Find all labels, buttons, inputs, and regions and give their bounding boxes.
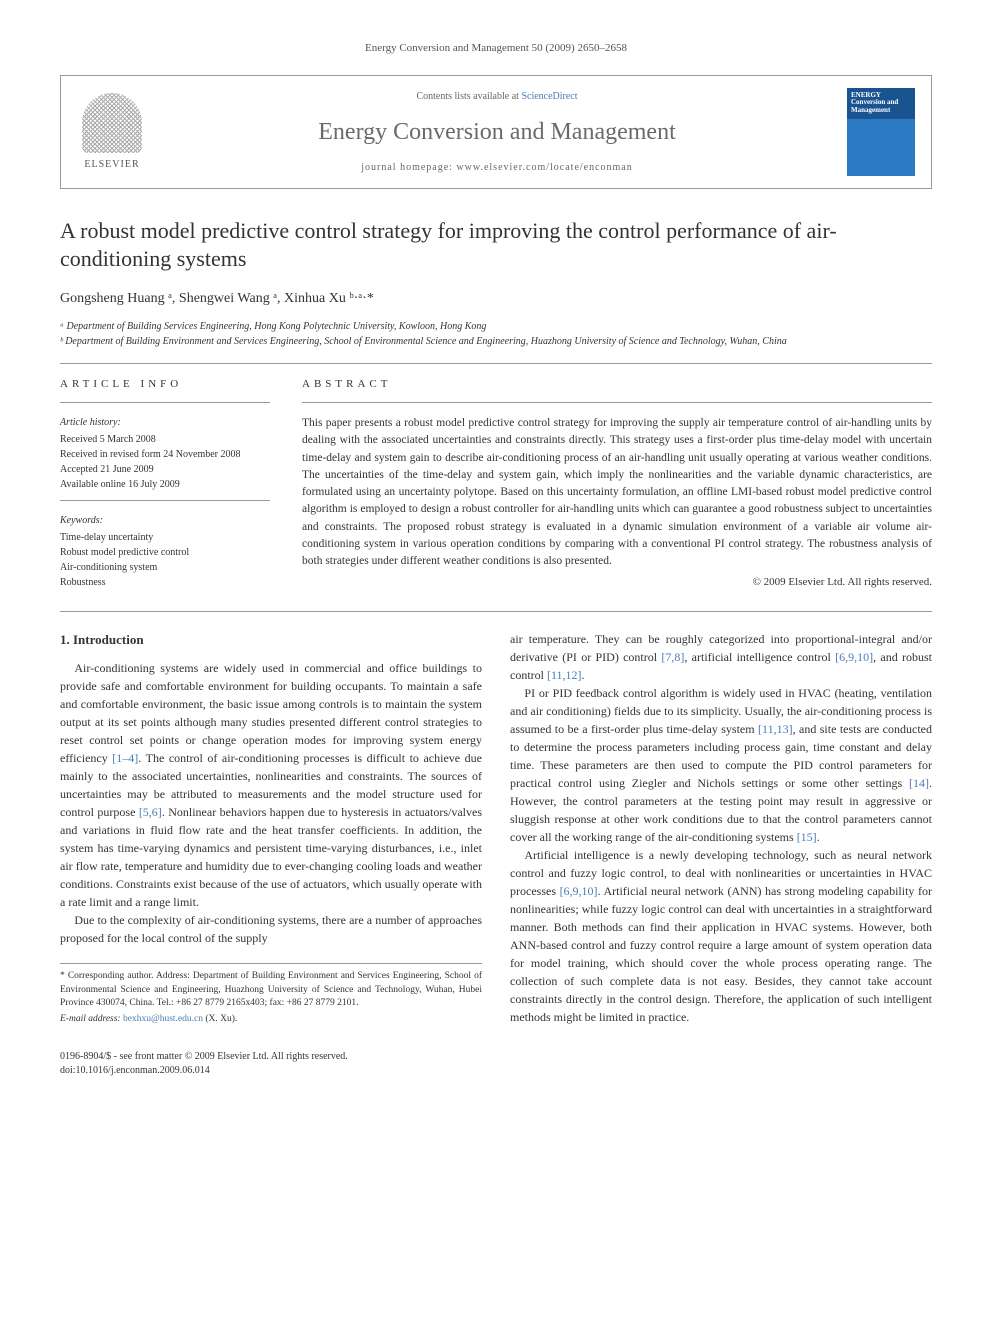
intro-paragraph-2: Due to the complexity of air-conditionin… xyxy=(60,911,482,947)
abstract-divider xyxy=(302,402,932,403)
homepage-url[interactable]: www.elsevier.com/locate/enconman xyxy=(456,162,632,173)
body-divider xyxy=(60,611,932,612)
cover-title-text: ENERGY Conversion and Management xyxy=(851,92,911,115)
elsevier-tree-icon xyxy=(82,93,142,153)
citation-11-12[interactable]: [11,12] xyxy=(547,668,582,682)
homepage-prefix: journal homepage: xyxy=(361,162,456,173)
article-title: A robust model predictive control strate… xyxy=(60,217,932,274)
article-info-heading: ARTICLE INFO xyxy=(60,376,270,393)
affiliations: ᵃ Department of Building Services Engine… xyxy=(60,319,932,349)
email-link[interactable]: bexhxu@hust.edu.cn xyxy=(123,1014,203,1024)
history-online: Available online 16 July 2009 xyxy=(60,477,270,492)
section-divider xyxy=(60,363,932,364)
publisher-logo: ELSEVIER xyxy=(77,92,147,172)
journal-homepage-line: journal homepage: www.elsevier.com/locat… xyxy=(163,160,831,175)
contents-available-line: Contents lists available at ScienceDirec… xyxy=(163,89,831,104)
corresponding-author-footnote: * Corresponding author. Address: Departm… xyxy=(60,963,482,1026)
intro-heading: 1. Introduction xyxy=(60,630,482,650)
abstract-copyright: © 2009 Elsevier Ltd. All rights reserved… xyxy=(302,574,932,591)
history-heading: Article history: xyxy=(60,415,270,430)
history-accepted: Accepted 21 June 2009 xyxy=(60,462,270,477)
page-footer: 0196-8904/$ - see front matter © 2009 El… xyxy=(60,1050,932,1078)
info-divider xyxy=(60,402,270,403)
article-body: 1. Introduction Air-conditioning systems… xyxy=(60,630,932,1028)
info-divider-2 xyxy=(60,500,270,501)
citation-6-9-10[interactable]: [6,9,10] xyxy=(835,650,873,664)
keyword-3: Air-conditioning system xyxy=(60,560,270,575)
citation-14[interactable]: [14] xyxy=(909,776,929,790)
journal-masthead: ELSEVIER Contents lists available at Sci… xyxy=(60,75,932,189)
keywords-heading: Keywords: xyxy=(60,513,270,528)
keyword-2: Robust model predictive control xyxy=(60,545,270,560)
footer-front-matter: 0196-8904/$ - see front matter © 2009 El… xyxy=(60,1050,932,1064)
citation-7-8[interactable]: [7,8] xyxy=(661,650,684,664)
intro-paragraph-5: Artificial intelligence is a newly devel… xyxy=(510,846,932,1026)
keyword-4: Robustness xyxy=(60,575,270,590)
abstract-block: ABSTRACT This paper presents a robust mo… xyxy=(302,376,932,591)
citation-5-6[interactable]: [5,6] xyxy=(139,805,162,819)
author-list: Gongsheng Huang ᵃ, Shengwei Wang ᵃ, Xinh… xyxy=(60,288,932,309)
email-label: E-mail address: xyxy=(60,1014,123,1024)
abstract-text: This paper presents a robust model predi… xyxy=(302,415,932,570)
footer-doi: doi:10.1016/j.enconman.2009.06.014 xyxy=(60,1064,932,1078)
info-abstract-row: ARTICLE INFO Article history: Received 5… xyxy=(60,376,932,591)
affiliation-b: ᵇ Department of Building Environment and… xyxy=(60,334,932,349)
citation-6-9-10-b[interactable]: [6,9,10] xyxy=(560,884,598,898)
footnote-correspondence: * Corresponding author. Address: Departm… xyxy=(60,970,482,1010)
running-header: Energy Conversion and Management 50 (200… xyxy=(60,40,932,57)
citation-1-4[interactable]: [1–4] xyxy=(112,751,138,765)
intro-paragraph-3: air temperature. They can be roughly cat… xyxy=(510,630,932,684)
citation-15[interactable]: [15] xyxy=(797,830,817,844)
history-received: Received 5 March 2008 xyxy=(60,432,270,447)
keyword-1: Time-delay uncertainty xyxy=(60,530,270,545)
contents-prefix: Contents lists available at xyxy=(416,91,521,102)
affiliation-a: ᵃ Department of Building Services Engine… xyxy=(60,319,932,334)
article-info-block: ARTICLE INFO Article history: Received 5… xyxy=(60,376,270,591)
citation-11-13[interactable]: [11,13] xyxy=(758,722,793,736)
footnote-email-line: E-mail address: bexhxu@hust.edu.cn (X. X… xyxy=(60,1013,482,1026)
intro-paragraph-1: Air-conditioning systems are widely used… xyxy=(60,659,482,911)
abstract-heading: ABSTRACT xyxy=(302,376,932,393)
publisher-name: ELSEVIER xyxy=(84,157,139,172)
email-suffix: (X. Xu). xyxy=(203,1014,237,1024)
intro-paragraph-4: PI or PID feedback control algorithm is … xyxy=(510,684,932,846)
journal-cover-thumbnail: ENERGY Conversion and Management xyxy=(847,88,915,176)
journal-title: Energy Conversion and Management xyxy=(163,114,831,150)
journal-center-block: Contents lists available at ScienceDirec… xyxy=(163,89,831,175)
sciencedirect-link[interactable]: ScienceDirect xyxy=(521,91,577,102)
history-revised: Received in revised form 24 November 200… xyxy=(60,447,270,462)
